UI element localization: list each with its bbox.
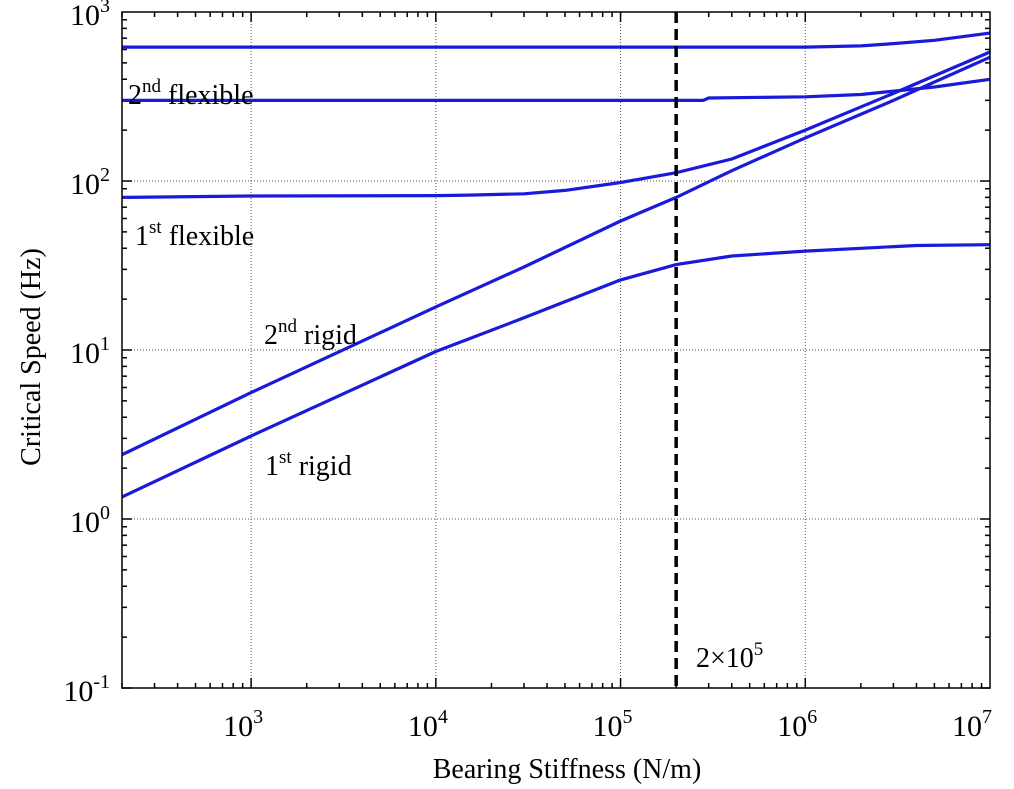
series-lines <box>121 31 991 499</box>
y-tick-labels: 10-1 100 101 102 103 <box>63 0 110 708</box>
annotation-flex1: 1st flexible <box>135 217 254 252</box>
y-tick-label: 103 <box>70 0 110 32</box>
series-line-2 <box>121 55 991 457</box>
annotation-flex2: 2nd flexible <box>128 76 254 111</box>
x-tick-label: 106 <box>777 706 817 743</box>
x-tick-label: 107 <box>952 706 992 743</box>
annotation-ref: 2×105 <box>696 639 763 674</box>
y-tick-label: 101 <box>70 333 110 370</box>
series-line-3 <box>121 50 991 199</box>
y-axis-label: Critical Speed (Hz) <box>16 248 47 466</box>
annotation-rigid2: 2nd rigid <box>264 316 357 351</box>
annotations: 2nd flexible 1st flexible 2nd rigid 1st rig… <box>128 76 763 674</box>
series-line-5 <box>122 31 991 49</box>
y-tick-label: 10-1 <box>63 671 110 708</box>
x-tick-label: 105 <box>593 706 633 743</box>
series-line-1 <box>121 243 991 499</box>
y-tick-label: 100 <box>70 502 110 539</box>
x-tick-label: 104 <box>408 706 448 743</box>
series-line-4 <box>122 77 991 102</box>
y-tick-label: 102 <box>70 164 110 201</box>
x-axis-label: Bearing Stiffness (N/m) <box>433 754 702 785</box>
x-tick-label: 103 <box>223 706 263 743</box>
plot-frame <box>121 11 991 689</box>
annotation-rigid1: 1st rigid <box>265 447 352 482</box>
x-tick-labels: 103 104 105 106 107 <box>223 706 992 743</box>
minor-ticks <box>121 12 990 689</box>
